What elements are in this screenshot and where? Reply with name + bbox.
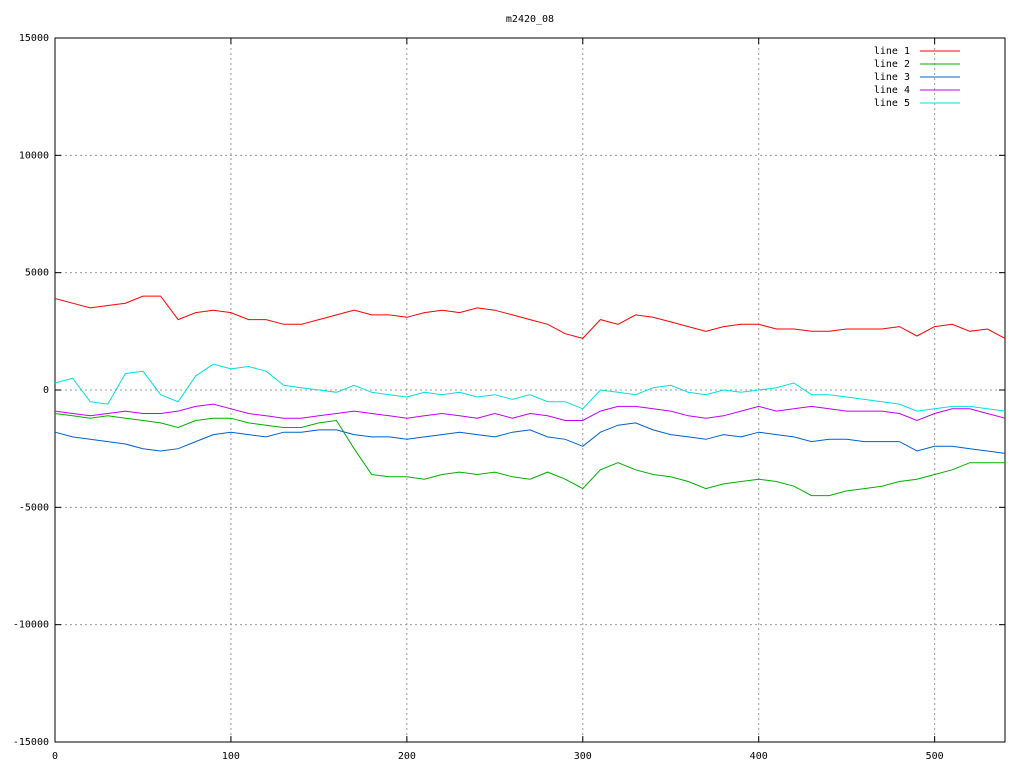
y-tick-label: 5000 bbox=[25, 268, 49, 279]
data-line bbox=[54, 363, 1006, 412]
chart-title: m2420_08 bbox=[506, 14, 554, 25]
y-tick-label: -5000 bbox=[19, 502, 49, 513]
x-tick-label: 200 bbox=[398, 751, 416, 762]
data-line bbox=[54, 413, 1005, 497]
x-tick-label: 100 bbox=[222, 751, 240, 762]
x-tick-label: 300 bbox=[574, 751, 592, 762]
x-tick-label: 400 bbox=[750, 751, 768, 762]
x-tick-label: 0 bbox=[52, 751, 58, 762]
y-tick-label: -10000 bbox=[13, 620, 49, 631]
x-tick-label: 500 bbox=[926, 751, 944, 762]
legend-label: line 3 bbox=[874, 72, 910, 83]
y-tick-label: 0 bbox=[43, 385, 49, 396]
data-line bbox=[54, 422, 1006, 454]
legend-label: line 5 bbox=[874, 98, 910, 109]
data-line bbox=[54, 295, 1006, 339]
data-line bbox=[54, 403, 1006, 422]
y-tick-label: 10000 bbox=[19, 150, 49, 161]
legend-label: line 4 bbox=[874, 85, 910, 96]
plot-frame bbox=[54, 37, 1006, 743]
legend-label: line 2 bbox=[874, 59, 910, 70]
y-tick-label: -15000 bbox=[13, 737, 49, 748]
legend-label: line 1 bbox=[874, 46, 910, 57]
y-tick-label: 15000 bbox=[19, 33, 49, 44]
